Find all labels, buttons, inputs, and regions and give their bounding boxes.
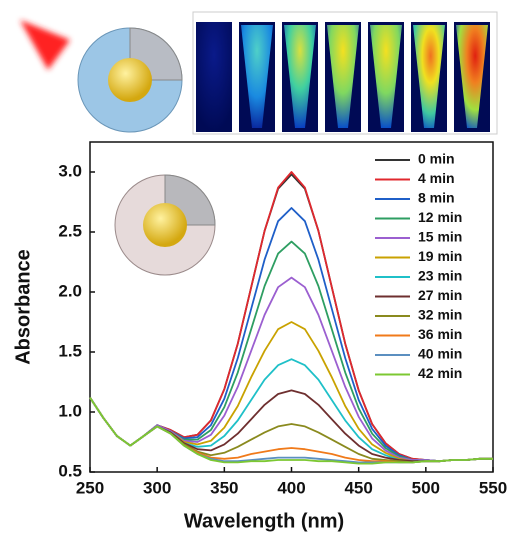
legend-label: 4 min bbox=[418, 170, 455, 186]
y-tick-label: 2.0 bbox=[58, 281, 82, 300]
legend-label: 8 min bbox=[418, 190, 455, 206]
legend-label: 15 min bbox=[418, 229, 462, 245]
y-axis-label: Absorbance bbox=[12, 249, 34, 365]
x-tick-label: 350 bbox=[210, 478, 238, 497]
x-tick-label: 550 bbox=[479, 478, 507, 497]
y-tick-label: 2.5 bbox=[58, 221, 82, 240]
legend-label: 36 min bbox=[418, 326, 462, 342]
legend-label: 12 min bbox=[418, 209, 462, 225]
legend-label: 0 min bbox=[418, 151, 455, 167]
series-line bbox=[89, 321, 493, 463]
legend-label: 42 min bbox=[418, 365, 462, 381]
y-tick-label: 1.5 bbox=[58, 341, 82, 360]
series-line bbox=[89, 276, 493, 463]
x-axis-label: Wavelength (nm) bbox=[184, 510, 344, 532]
illustration-inset bbox=[114, 174, 216, 276]
y-tick-label: 0.5 bbox=[58, 461, 82, 480]
x-tick-label: 250 bbox=[76, 478, 104, 497]
legend-label: 32 min bbox=[418, 307, 462, 323]
legend-label: 23 min bbox=[418, 268, 462, 284]
legend-label: 27 min bbox=[418, 287, 462, 303]
legend-label: 40 min bbox=[418, 346, 462, 362]
y-tick-label: 3.0 bbox=[58, 161, 82, 180]
x-tick-label: 500 bbox=[412, 478, 440, 497]
illustration bbox=[20, 11, 498, 135]
series-line bbox=[89, 397, 493, 465]
x-tick-label: 400 bbox=[277, 478, 305, 497]
x-tick-label: 300 bbox=[143, 478, 171, 497]
y-tick-label: 1.0 bbox=[58, 401, 82, 420]
x-tick-label: 450 bbox=[344, 478, 372, 497]
legend-label: 19 min bbox=[418, 248, 462, 264]
series-line bbox=[89, 389, 493, 463]
